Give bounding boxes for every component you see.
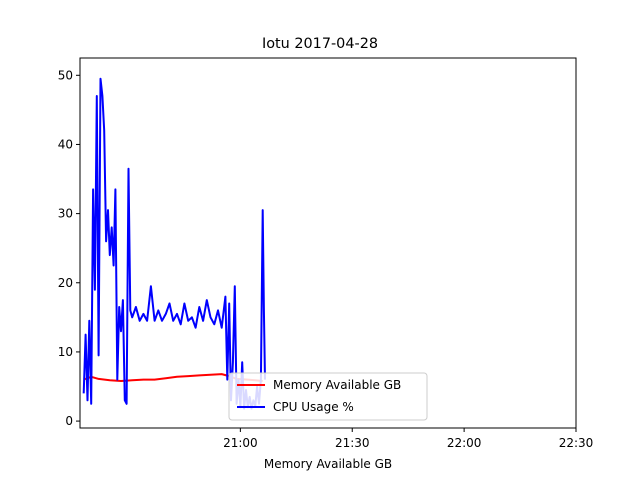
y-tick-label: 10 (58, 345, 73, 359)
x-tick-label: 21:30 (335, 436, 370, 450)
legend-entry-label: CPU Usage % (273, 400, 354, 414)
x-tick-label: 22:30 (559, 436, 594, 450)
legend: Memory Available GB CPU Usage % (228, 372, 428, 421)
y-tick-label: 20 (58, 276, 73, 290)
x-tick-label: 22:00 (447, 436, 482, 450)
chart-title: Iotu 2017-04-28 (262, 36, 378, 52)
legend-frame (228, 372, 428, 421)
y-axis-ticks: 0 10 20 30 40 50 (58, 68, 80, 428)
y-tick-label: 50 (58, 68, 73, 82)
x-axis-label: Memory Available GB (264, 457, 392, 471)
x-tick-label: 21:00 (223, 436, 258, 450)
y-tick-label: 40 (58, 137, 73, 151)
plot-frame (79, 57, 577, 429)
y-tick-label: 0 (65, 414, 73, 428)
legend-entry-label: Memory Available GB (273, 378, 401, 392)
y-tick-label: 30 (58, 207, 73, 221)
x-axis-ticks: 21:00 21:30 22:00 22:30 (223, 428, 593, 450)
